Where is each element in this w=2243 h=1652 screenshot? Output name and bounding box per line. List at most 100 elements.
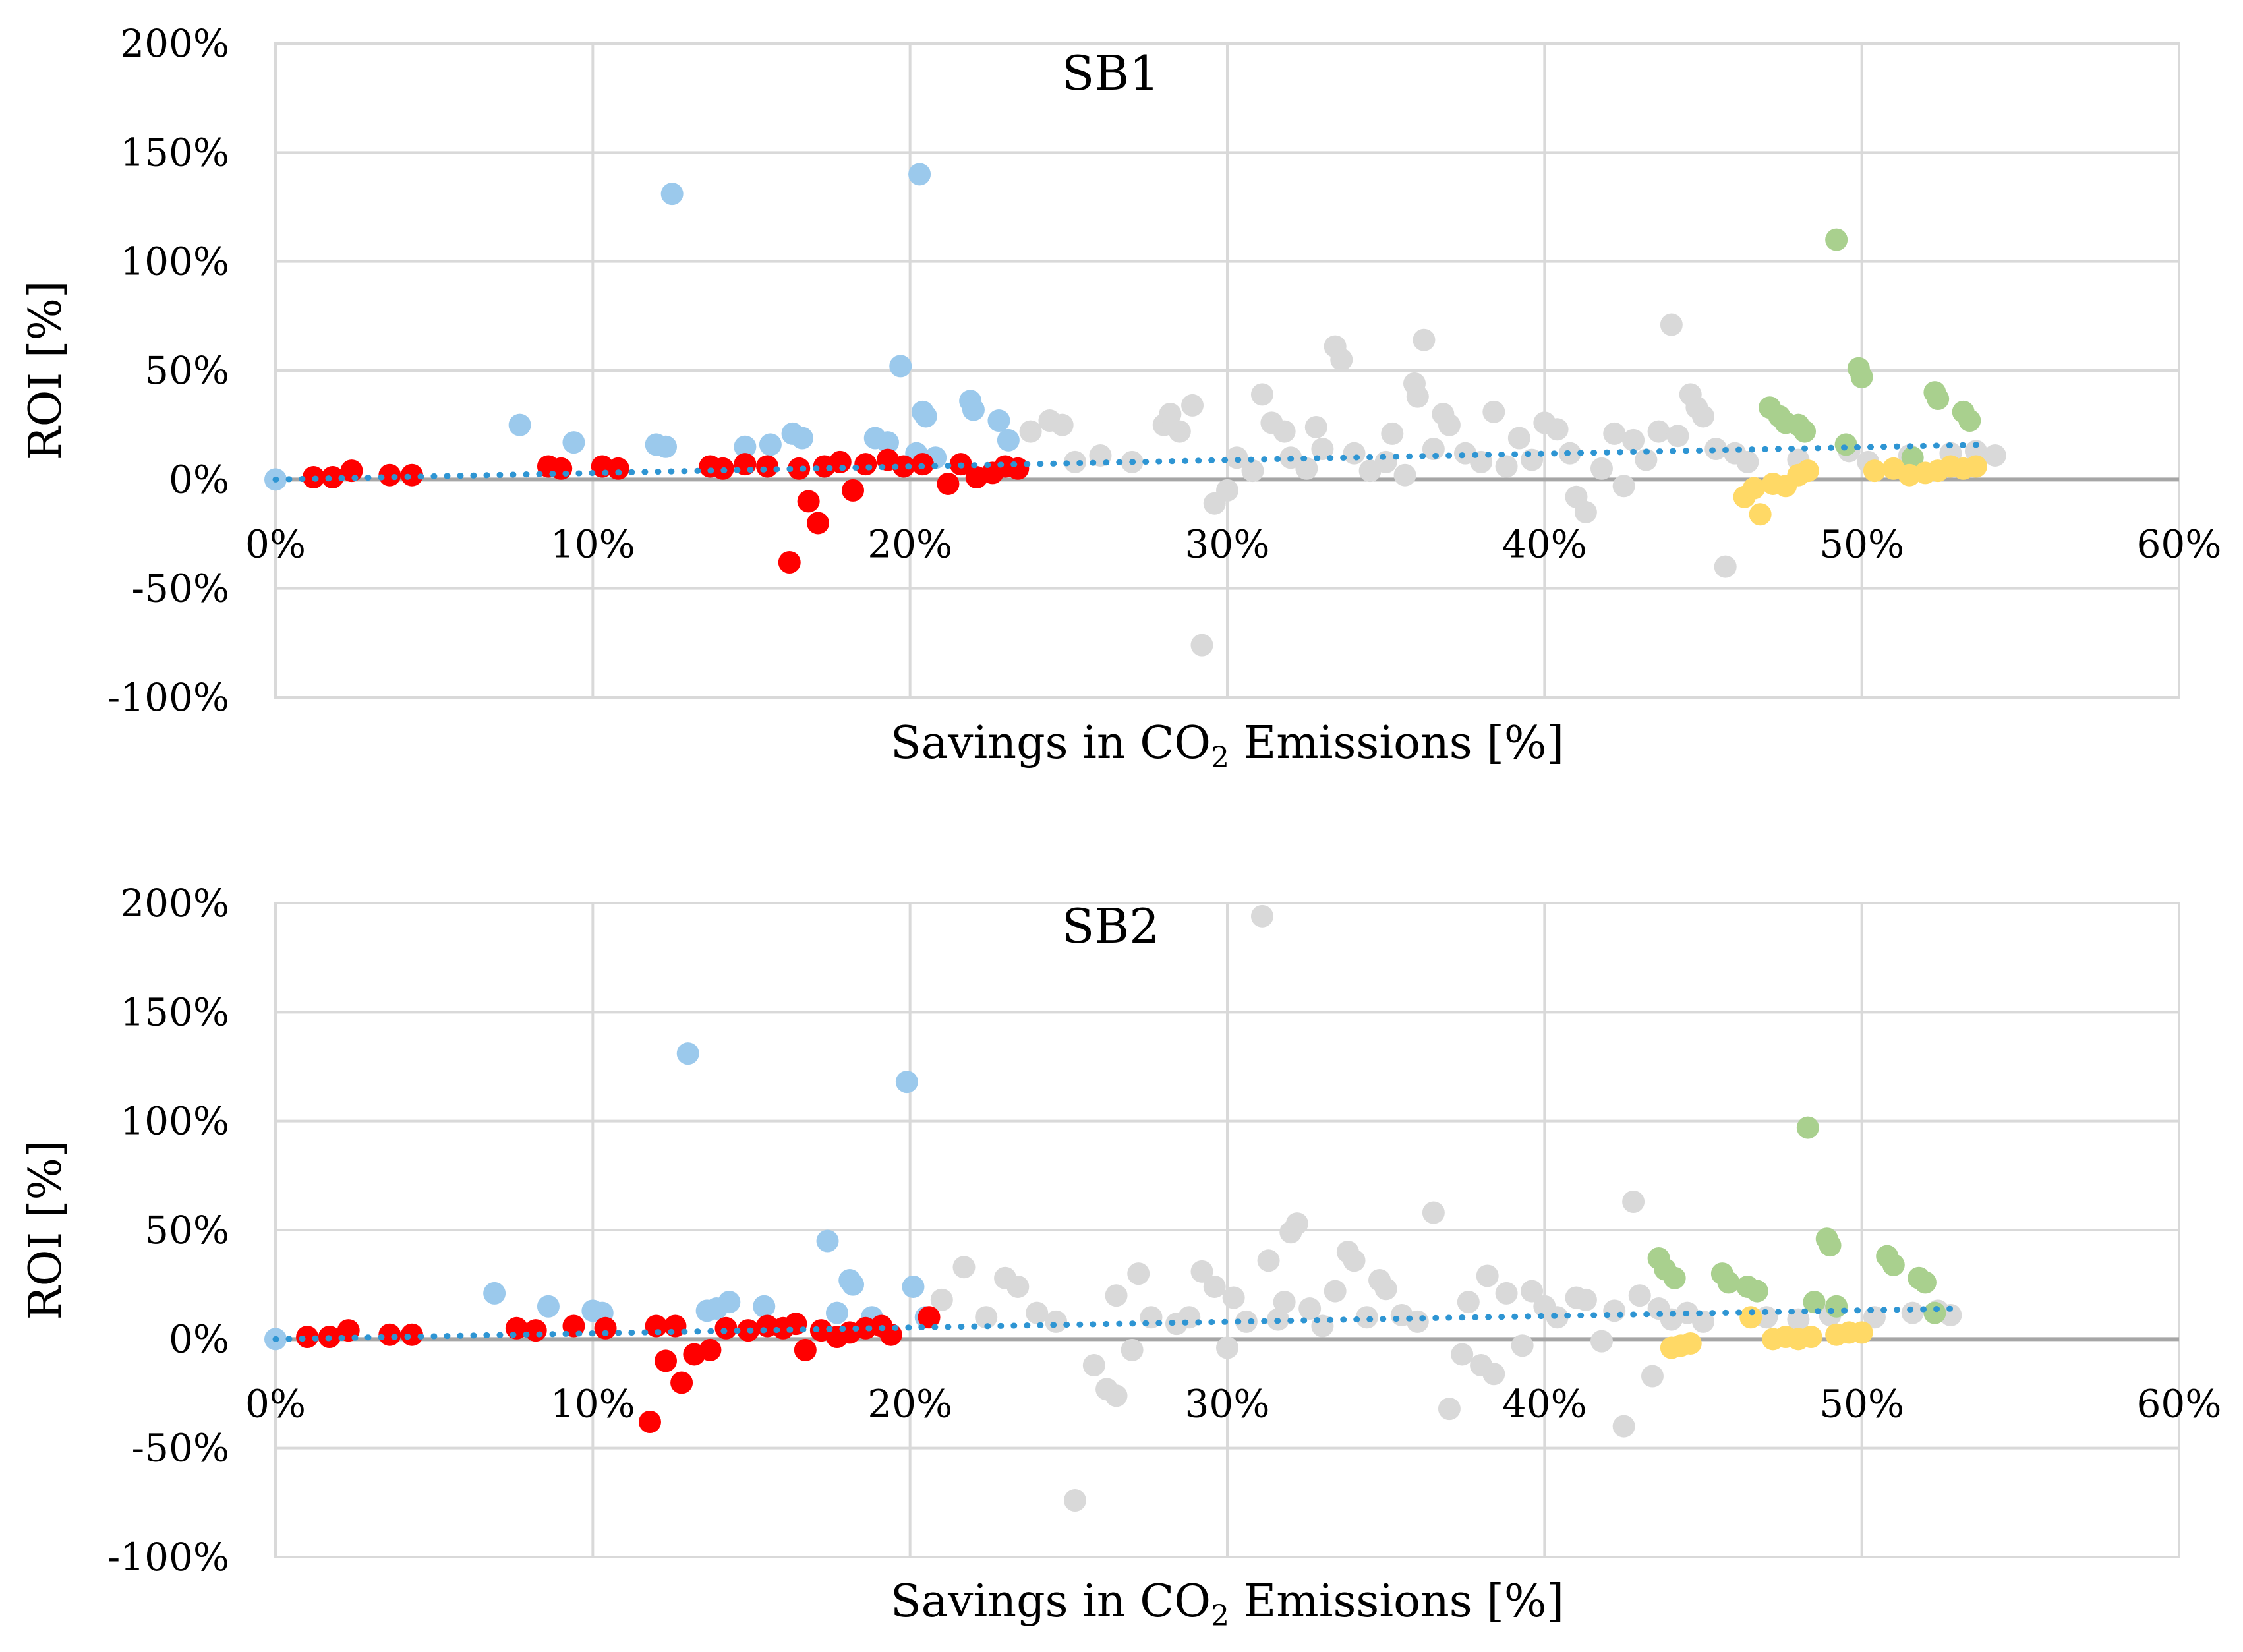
data-point-gray [1006,1275,1030,1298]
data-point-gray [1257,1249,1280,1272]
data-point-gray [1590,1330,1613,1353]
data-point-gray [1168,420,1191,443]
data-point-gray [1692,1310,1714,1333]
data-point-blue [889,355,912,378]
data-point-gray [1355,1306,1378,1329]
data-point-blue [537,1295,560,1318]
data-point-gray [975,1306,998,1329]
data-point-gray [1574,500,1597,523]
data-point-gray [1019,420,1042,443]
data-point-yellow [1679,1332,1702,1355]
x-axis-title-sb1: Savings in CO2 Emissions [%] [890,717,1564,775]
data-point-red [645,1314,668,1338]
data-point-green [1913,1271,1937,1294]
data-point-gray [1641,1365,1664,1388]
chart-sb2: 200% 150% 100% 50% 0% -50% -100% 0% 10% 20% 30% 40%… [20,881,2221,1633]
data-point-gray [1457,1291,1480,1314]
data-point-blue [997,428,1020,452]
data-point-red [296,1326,319,1349]
data-point-gray [1422,1201,1445,1224]
data-point-gray [1507,427,1530,450]
chart-title-sb2: SB2 [1062,899,1159,954]
data-point-gray [1901,1301,1924,1324]
data-point-blue [962,398,985,421]
data-point-green [1923,1301,1946,1324]
data-point-blue [676,1042,699,1065]
data-point-gray [1612,1415,1635,1438]
x-tick-label: 0% [245,521,306,566]
data-point-green [1796,1116,1819,1139]
data-point-gray [1476,1264,1499,1287]
x-tick-label: 40% [1502,1381,1587,1426]
data-point-blue [508,413,531,436]
data-point-gray [1311,438,1334,461]
data-point-red [797,490,820,513]
data-point-gray [1736,450,1759,473]
data-point-gray [1343,1249,1366,1272]
x-tick-label: 30% [1185,521,1270,566]
data-point-blue [895,1071,918,1094]
x-axis-title-rest: Emissions [%] [1229,717,1564,769]
chart-title-sb1: SB1 [1062,45,1159,101]
data-point-gray [1216,479,1238,502]
data-point-red [378,463,401,487]
data-point-green [1803,1291,1826,1314]
data-point-red [638,1410,661,1433]
y-tick-label: 150% [120,130,229,175]
y-tick-label: 100% [120,1099,229,1144]
data-point-gray [1612,475,1635,498]
data-point-red [670,1371,693,1394]
data-point-gray [1241,459,1264,483]
data-point-gray [1422,438,1445,461]
data-point-gray [1495,455,1518,478]
y-tick-label: -100% [107,675,229,720]
y-tick-label: 0% [169,457,229,502]
y-tick-label: 100% [120,239,229,284]
data-point-gray [1622,1191,1645,1214]
data-point-red [778,550,801,574]
data-point-gray [1590,457,1613,480]
data-point-gray [1413,328,1436,351]
data-point-gray [930,1288,953,1311]
data-point-yellow [1749,503,1772,526]
data-point-blue [483,1282,506,1305]
data-point-gray [1273,420,1296,443]
data-point-green [1958,409,1981,432]
data-point-gray [1495,1282,1518,1305]
data-point-gray [1511,1334,1534,1357]
data-point-yellow [1739,1306,1762,1329]
data-point-gray [1438,413,1461,436]
x-tick-label: 20% [867,521,952,566]
data-point-gray [1574,1288,1597,1311]
data-point-green [1745,1280,1768,1303]
data-point-gray [1393,463,1416,487]
data-point-blue [987,409,1010,432]
data-point-green [1717,1271,1740,1294]
data-point-gray [1983,444,2006,467]
y-tick-label: 200% [120,881,229,926]
x-axis-title-subscript: 2 [1211,741,1229,775]
trend-line [272,441,1992,483]
data-point-green [1927,387,1950,410]
data-point-green [1825,228,1848,251]
data-point-gray [1203,1275,1226,1298]
data-point-gray [1330,348,1353,371]
y-tick-label: 50% [144,348,229,393]
data-point-yellow [1863,459,1886,483]
data-point-gray [1063,450,1086,473]
data-point-red [892,455,916,478]
data-point-gray [1250,904,1273,928]
data-point-red [918,1306,941,1329]
data-point-blue [660,183,684,206]
data-point-gray [1374,1278,1397,1301]
data-point-gray [1063,1489,1086,1512]
data-point-red [756,455,779,478]
x-tick-label: 60% [2137,521,2222,566]
data-point-gray [1127,1262,1150,1285]
data-point-gray [1026,1301,1049,1324]
data-point-gray [1622,428,1645,452]
data-point-green [1825,1295,1848,1318]
data-point-gray [1374,450,1397,473]
data-point-gray [1381,422,1404,445]
